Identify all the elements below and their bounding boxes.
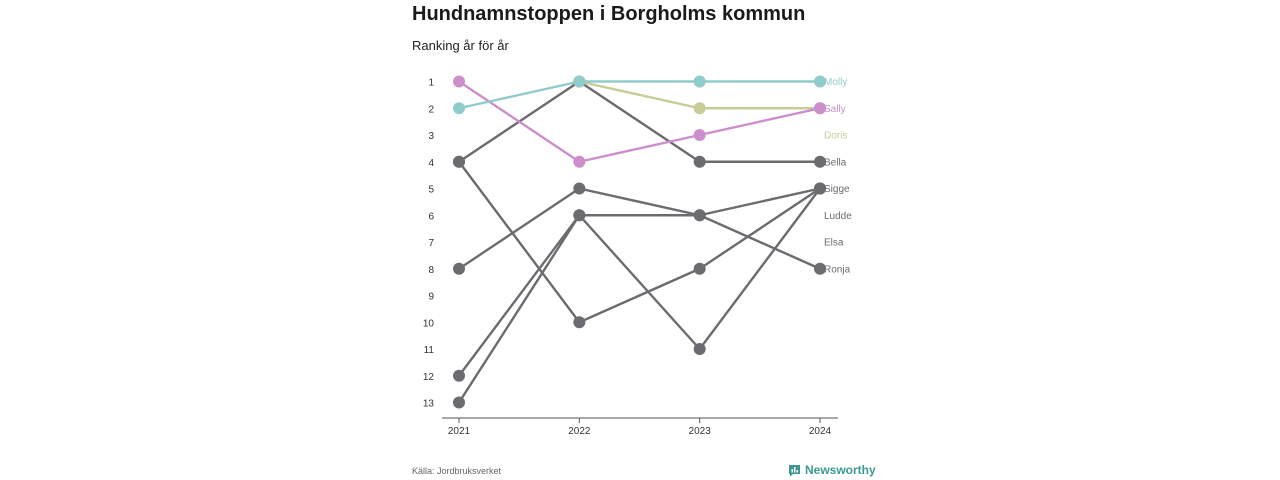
end-labels: Molly Sally Doris Bella Sigge Ludde Elsa Ronja	[824, 77, 852, 275]
point-elsa-2023[interactable]	[693, 343, 706, 355]
y-tick-label: 8	[428, 265, 434, 276]
y-tick-label: 11	[424, 345, 435, 356]
point-sally-2022[interactable]	[573, 155, 586, 168]
y-tick-label: 4	[428, 158, 434, 169]
point-ronja-2021[interactable]	[453, 396, 465, 409]
point-ludde-2023[interactable]	[693, 262, 706, 275]
y-tick-label: 12	[423, 372, 435, 383]
point-bella-2024[interactable]	[814, 155, 826, 168]
point-ronja-2022[interactable]	[573, 209, 586, 222]
point-doris-2023[interactable]	[693, 102, 706, 115]
end-label-molly: Molly	[824, 77, 847, 88]
y-tick-label: 1	[428, 78, 434, 89]
y-tick-label: 6	[428, 211, 434, 222]
point-sally-2023[interactable]	[693, 129, 706, 141]
point-molly-2021[interactable]	[453, 102, 465, 115]
x-axis: 2021 2022 2023 2024	[442, 417, 838, 437]
point-ronja-2024[interactable]	[814, 262, 826, 275]
source-note: Källa: Jordbruksverket	[412, 466, 502, 476]
point-ludde-2022[interactable]	[573, 316, 586, 329]
end-label-ronja: Ronja	[824, 264, 851, 275]
y-tick-label: 2	[428, 104, 434, 115]
end-label-elsa: Elsa	[824, 238, 844, 249]
y-tick-label: 10	[423, 318, 435, 329]
series-line-ronja[interactable]	[457, 214, 822, 404]
chart-subtitle: Ranking år för år	[412, 38, 509, 53]
point-ludde-2021[interactable]	[453, 155, 465, 168]
point-molly-2023[interactable]	[693, 75, 706, 88]
point-sigge-2021[interactable]	[453, 262, 465, 275]
end-label-bella: Bella	[824, 157, 847, 168]
y-tick-label: 5	[428, 185, 434, 196]
x-tick-label: 2023	[689, 426, 712, 437]
series-line-sally[interactable]	[457, 80, 822, 163]
point-sally-2024[interactable]	[814, 102, 826, 115]
y-tick-label: 3	[428, 131, 434, 142]
chart-card: Hundnamnstoppen i Borgholms kommun Ranki…	[412, 0, 876, 480]
y-tick-label: 7	[428, 238, 434, 249]
x-tick-label: 2024	[809, 426, 832, 437]
point-ronja-2023[interactable]	[693, 209, 706, 222]
point-molly-2022[interactable]	[573, 75, 586, 88]
x-tick-label: 2022	[568, 426, 591, 437]
point-molly-2024[interactable]	[814, 75, 826, 88]
point-elsa-2021[interactable]	[453, 369, 465, 382]
chart-title: Hundnamnstoppen i Borgholms kommun	[412, 3, 806, 25]
series-line-molly[interactable]	[457, 80, 822, 110]
series-line-ludde[interactable]	[457, 160, 822, 324]
series-line-bella[interactable]	[457, 80, 822, 163]
point-sally-2021[interactable]	[453, 75, 465, 88]
point-sigge-2022[interactable]	[573, 182, 586, 195]
series-lines	[457, 80, 822, 404]
end-label-doris: Doris	[824, 131, 847, 142]
end-label-sally: Sally	[824, 104, 846, 115]
series-line-elsa[interactable]	[457, 187, 822, 377]
brand-logo[interactable]: Newsworthy	[788, 463, 876, 477]
brand-name: Newsworthy	[805, 463, 876, 477]
series-points	[453, 75, 826, 409]
point-bella-2023[interactable]	[693, 155, 706, 168]
x-tick-label: 2021	[448, 426, 471, 437]
point-elsa-2024[interactable]	[814, 182, 826, 195]
y-tick-label: 13	[423, 399, 435, 410]
newsworthy-logo-icon	[789, 464, 800, 476]
series-line-sigge[interactable]	[457, 187, 822, 270]
end-label-sigge: Sigge	[824, 184, 850, 195]
end-label-ludde: Ludde	[824, 211, 852, 222]
y-tick-label: 9	[428, 292, 434, 303]
